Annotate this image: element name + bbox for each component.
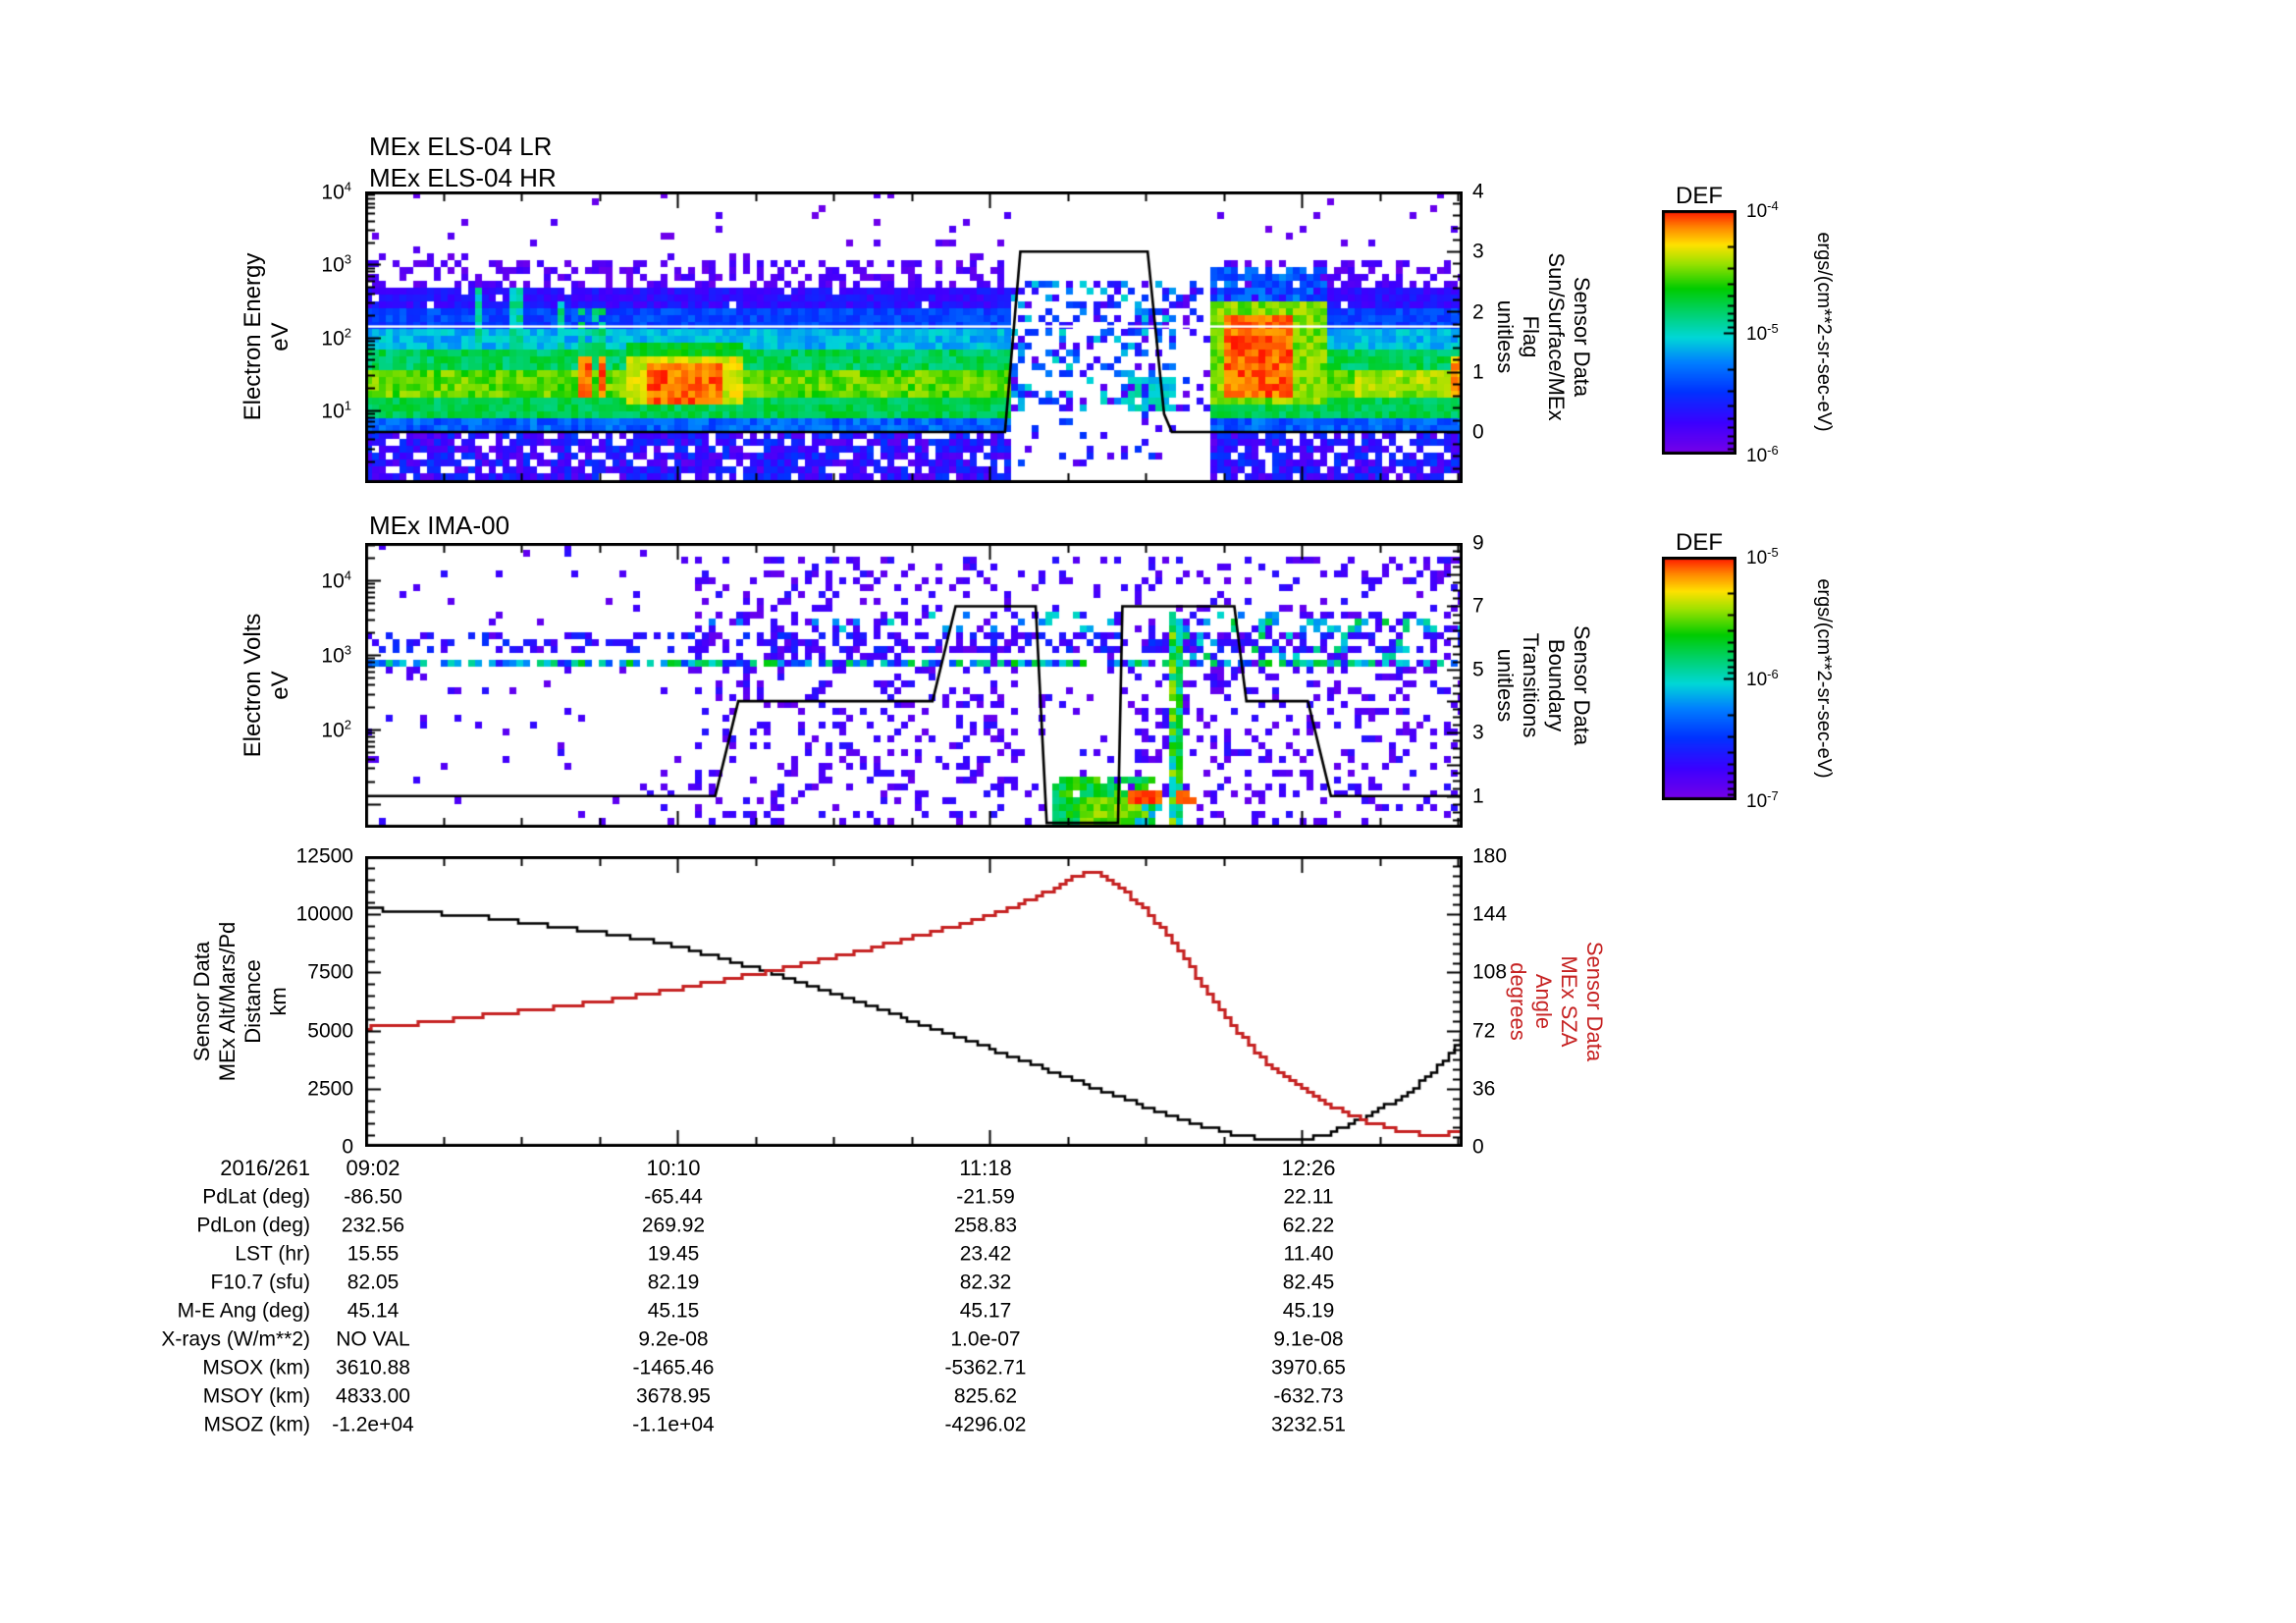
tick-label: 102 <box>321 325 351 350</box>
tick-label: 2 <box>1472 300 1484 323</box>
tick-label: 103 <box>321 642 351 668</box>
table-cell-value: 82.32 <box>959 1271 1012 1294</box>
els-colorbar <box>1662 210 1736 455</box>
tick-label: 10-4 <box>1746 197 1779 223</box>
tick-label: 1 <box>1472 360 1484 384</box>
tick-label: 72 <box>1472 1019 1496 1043</box>
tick-label: 101 <box>321 398 351 423</box>
tick-label: 144 <box>1472 902 1508 926</box>
table-cell-value: 232.56 <box>341 1214 405 1237</box>
table-cell-value: 82.05 <box>347 1271 400 1294</box>
table-cell-value: 9.2e-08 <box>638 1327 709 1351</box>
time-tick-label: 11:18 <box>959 1156 1012 1180</box>
tick-label: 12500 <box>295 844 353 868</box>
table-cell-value: 4833.00 <box>336 1384 410 1408</box>
table-row-label: MSOY (km) <box>202 1384 310 1408</box>
tick-label: 36 <box>1472 1077 1496 1101</box>
table-cell-value: 45.19 <box>1282 1299 1335 1323</box>
tick-label: 7 <box>1472 594 1484 618</box>
tick-label: 1 <box>1472 784 1484 808</box>
table-cell-value: -65.44 <box>644 1185 703 1209</box>
els-colorbar-title: DEF <box>1676 183 1723 209</box>
table-cell-value: 19.45 <box>647 1242 700 1266</box>
table-cell-value: 1.0e-07 <box>950 1327 1021 1351</box>
table-cell-value: 11.40 <box>1283 1242 1334 1266</box>
orbit-sza-axis-label: Sensor Data MEx SZA Angle degrees <box>1506 941 1607 1062</box>
tick-label: 0 <box>1472 420 1484 444</box>
table-cell-value: -1.1e+04 <box>632 1413 715 1436</box>
table-row-label: F10.7 (sfu) <box>210 1271 310 1294</box>
table-cell-value: 45.15 <box>647 1299 700 1323</box>
tick-label: 3 <box>1472 240 1484 263</box>
els-spectrogram-canvas <box>365 191 1463 483</box>
table-row-label: LST (hr) <box>235 1242 310 1266</box>
table-cell-value: 62.22 <box>1282 1214 1335 1237</box>
table-row-label: MSOX (km) <box>202 1356 310 1380</box>
tick-label: 3 <box>1472 721 1484 744</box>
tick-label: 5000 <box>307 1019 353 1043</box>
table-cell-value: 3610.88 <box>336 1356 410 1380</box>
tick-label: 10000 <box>295 902 353 926</box>
ima-colorbar-unit-label: ergs/(cm**2-sr-sec-eV) <box>1812 578 1835 779</box>
tick-label: 10-7 <box>1746 787 1779 813</box>
els-title-hr: MEx ELS-04 HR <box>369 163 557 192</box>
els-title-lr: MEx ELS-04 LR <box>369 132 553 161</box>
orbit-lineplot-canvas <box>365 856 1463 1147</box>
table-row-label: X-rays (W/m**2) <box>161 1327 310 1351</box>
tick-label: 0 <box>342 1135 353 1159</box>
tick-label: 103 <box>321 251 351 277</box>
table-cell-value: 23.42 <box>959 1242 1012 1266</box>
ima-colorbar <box>1662 557 1736 800</box>
table-cell-value: 825.62 <box>953 1384 1018 1408</box>
tick-label: 10-6 <box>1746 666 1779 691</box>
tick-label: 102 <box>321 717 351 742</box>
table-cell-value: 9.1e-08 <box>1273 1327 1344 1351</box>
time-tick-label: 10:10 <box>646 1156 701 1180</box>
date-label: 2016/261 <box>220 1156 310 1180</box>
table-cell-value: 82.19 <box>647 1271 700 1294</box>
tick-label: 4 <box>1472 180 1484 203</box>
table-cell-value: 45.17 <box>959 1299 1012 1323</box>
tick-label: 104 <box>321 568 351 593</box>
tick-label: 2500 <box>307 1077 353 1101</box>
table-cell-value: 3970.65 <box>1271 1356 1346 1380</box>
ima-colorbar-title: DEF <box>1676 529 1723 556</box>
tick-label: 104 <box>321 179 351 204</box>
table-cell-value: NO VAL <box>336 1327 410 1351</box>
tick-label: 108 <box>1472 960 1508 984</box>
table-cell-value: 258.83 <box>953 1214 1018 1237</box>
table-cell-value: -632.73 <box>1273 1384 1344 1408</box>
tick-label: 180 <box>1472 844 1508 868</box>
table-cell-value: 269.92 <box>641 1214 706 1237</box>
time-tick-label: 12:26 <box>1281 1156 1336 1180</box>
time-tick-label: 09:02 <box>346 1156 400 1180</box>
tick-label: 0 <box>1472 1135 1484 1159</box>
table-cell-value: 45.14 <box>347 1299 400 1323</box>
table-row-label: MSOZ (km) <box>203 1413 310 1436</box>
tick-label: 10-6 <box>1746 442 1779 467</box>
table-cell-value: 15.55 <box>347 1242 400 1266</box>
table-cell-value: 82.45 <box>1282 1271 1335 1294</box>
table-cell-value: 22.11 <box>1283 1185 1334 1209</box>
orbit-y-axis-label: Sensor Data MEx Alt/Mars/Pd Distance km <box>189 921 291 1082</box>
table-cell-value: -1.2e+04 <box>332 1413 414 1436</box>
table-cell-value: -1465.46 <box>632 1356 715 1380</box>
table-row-label: PdLon (deg) <box>196 1214 310 1237</box>
table-cell-value: -5362.71 <box>944 1356 1027 1380</box>
ima-spectrogram-canvas <box>365 543 1463 828</box>
table-row-label: M-E Ang (deg) <box>177 1299 310 1323</box>
table-cell-value: -86.50 <box>344 1185 402 1209</box>
ima-title: MEx IMA-00 <box>369 511 510 540</box>
tick-label: 10-5 <box>1746 544 1779 569</box>
table-cell-value: 3678.95 <box>636 1384 711 1408</box>
table-row-label: PdLat (deg) <box>202 1185 310 1209</box>
tick-label: 7500 <box>307 960 353 984</box>
tick-label: 10-5 <box>1746 320 1779 345</box>
tick-label: 5 <box>1472 658 1484 681</box>
table-cell-value: 3232.51 <box>1271 1413 1346 1436</box>
table-cell-value: -4296.02 <box>944 1413 1027 1436</box>
tick-label: 9 <box>1472 531 1484 555</box>
table-cell-value: -21.59 <box>956 1185 1015 1209</box>
